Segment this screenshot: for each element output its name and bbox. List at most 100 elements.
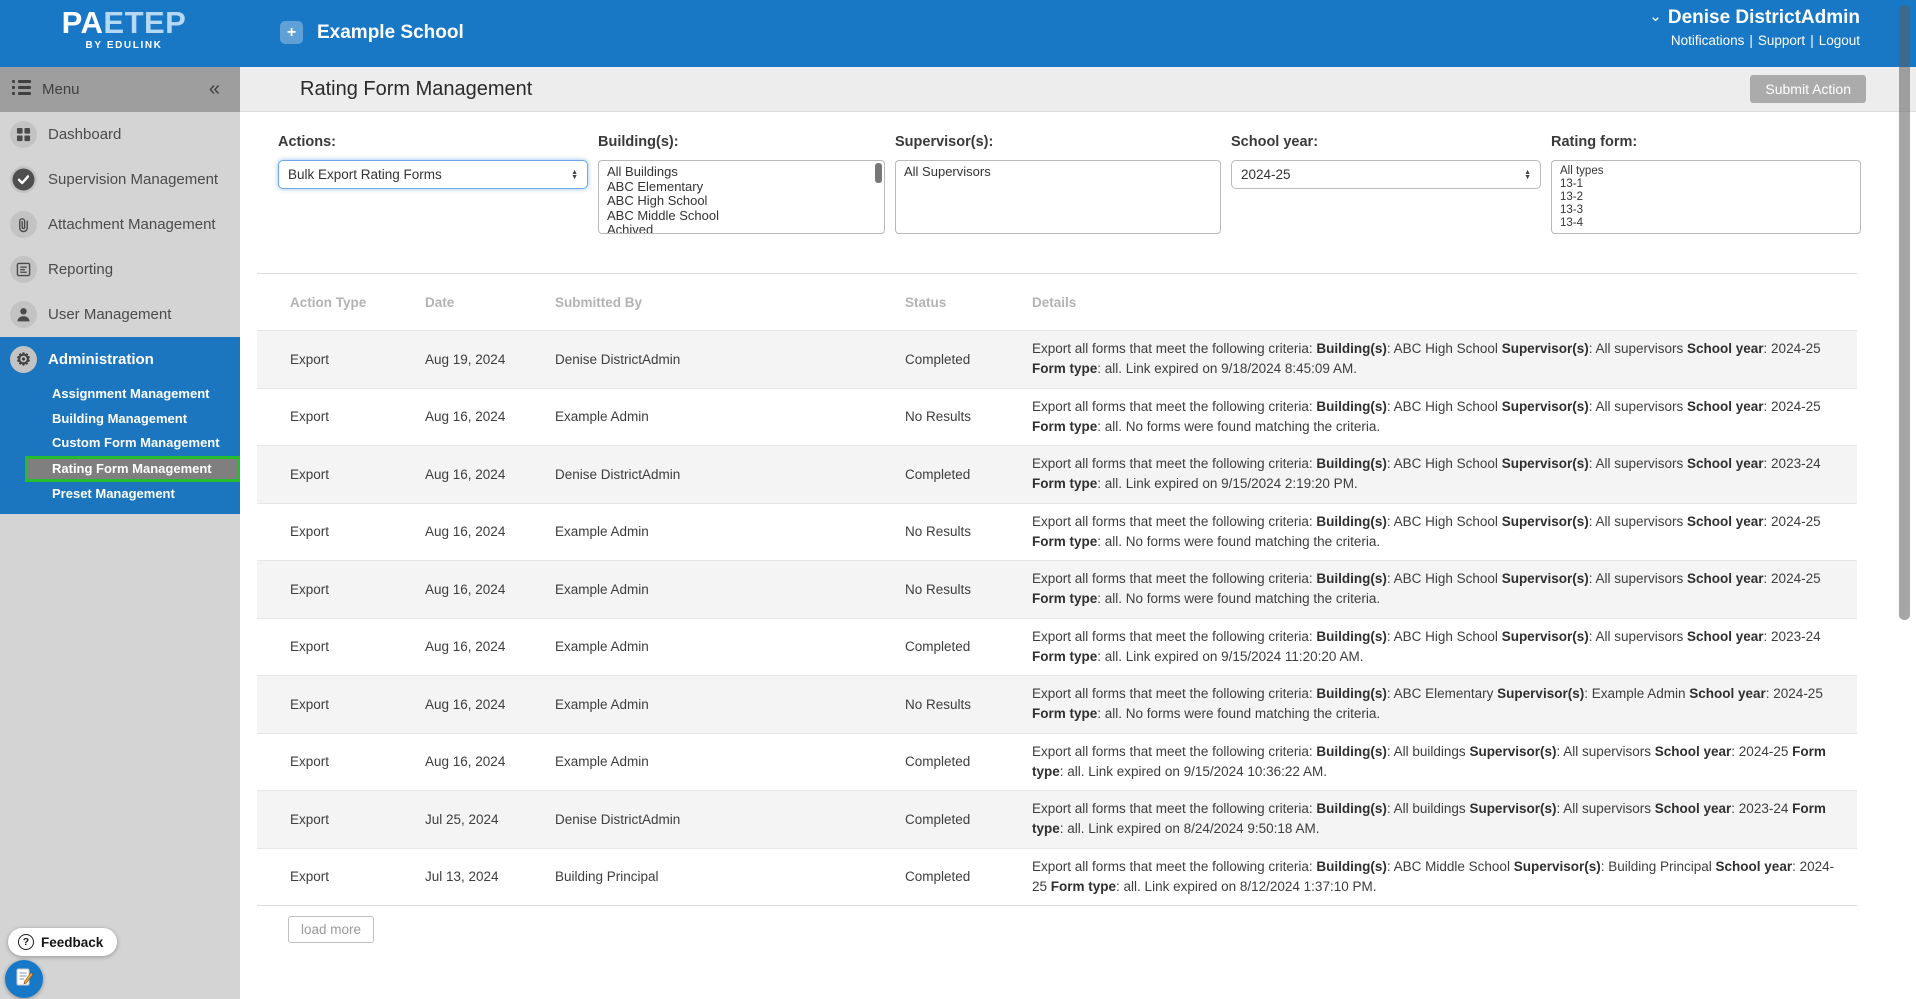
sidebar-item-label: Administration <box>48 351 154 368</box>
submit-action-button[interactable]: Submit Action <box>1750 75 1866 103</box>
cell-submitted-by: Denise DistrictAdmin <box>555 466 681 482</box>
sidebar-item-label: Supervision Management <box>48 171 219 188</box>
buildings-listbox[interactable]: All Buildings ABC Elementary ABC High Scho… <box>598 160 885 234</box>
buildings-label: Building(s): <box>598 134 679 150</box>
filter-rating-form: Rating form: All types 13-1 13-2 13-3 13-4 <box>1551 134 1861 234</box>
select-arrows-icon: ▲ ▼ <box>571 168 578 181</box>
school-year-label: School year: <box>1231 134 1319 150</box>
report-icon <box>10 256 37 283</box>
admin-subitem-rating-form-management[interactable]: Rating Form Management <box>25 455 240 482</box>
link-separator: | <box>1810 33 1814 48</box>
sidebar-item-dashboard[interactable]: Dashboard <box>0 112 240 157</box>
admin-subitem-preset-management[interactable]: Preset Management <box>52 485 175 501</box>
sidebar-items: Dashboard Supervision Management Attachmen… <box>0 112 240 337</box>
filter-actions: Actions: Bulk Export Rating Forms ▲ ▼ <box>278 134 588 234</box>
feedback-button[interactable]: ? Feedback <box>8 928 118 956</box>
listbox-option[interactable]: Achived <box>607 222 654 234</box>
page-scrollbar-thumb[interactable] <box>1899 5 1910 620</box>
table-row: Export Aug 16, 2024 Example Admin No Result… <box>257 502 1857 561</box>
load-more-button[interactable]: load more <box>288 915 375 943</box>
cell-details: Export all forms that meet the following… <box>1032 456 1821 492</box>
cell-submitted-by: Building Principal <box>555 869 659 884</box>
filter-buildings: Building(s): All Buildings ABC Elementary… <box>598 134 885 234</box>
school-year-select[interactable]: 2024-25 ▲ ▼ <box>1231 160 1541 189</box>
filter-supervisors: Supervisor(s): All Supervisors <box>895 134 1221 234</box>
table-row: Export Aug 16, 2024 Example Admin No Result… <box>257 560 1857 618</box>
listbox-option[interactable]: All types <box>1560 165 1604 177</box>
listbox-option[interactable]: 13-1 <box>1560 178 1584 190</box>
cell-status: Completed <box>905 466 971 482</box>
feedback-widget-button[interactable] <box>5 960 43 998</box>
help-circle-icon: ? <box>18 934 34 950</box>
sidebar-item-user-management[interactable]: User Management <box>0 292 240 337</box>
table-row: Export Jul 25, 2024 Denise DistrictAdmin Co… <box>257 790 1857 848</box>
table-row: Export Aug 16, 2024 Example Admin No Result… <box>257 387 1857 446</box>
dashboard-icon <box>10 121 37 148</box>
sidebar-item-label: Attachment Management <box>48 216 216 233</box>
listbox-option[interactable]: 13-2 <box>1560 191 1584 203</box>
cell-status: No Results <box>905 524 972 540</box>
listbox-option[interactable]: 13-4 <box>1560 217 1584 229</box>
listbox-option[interactable]: ABC High School <box>607 193 708 209</box>
header-link-logout[interactable]: Logout <box>1818 33 1860 48</box>
sidebar-item-administration[interactable]: ⚙ Administration <box>0 337 240 382</box>
listbox-scrollbar-thumb[interactable] <box>875 163 882 183</box>
cell-action-type: Export <box>290 409 330 425</box>
table-header-row: Action Type Date Submitted By Status Details <box>257 273 1857 330</box>
feedback-label: Feedback <box>41 934 104 950</box>
column-header-details: Details <box>1032 294 1077 310</box>
header-link-support[interactable]: Support <box>1757 33 1806 48</box>
cell-action-type: Export <box>290 811 330 827</box>
cell-details: Export all forms that meet the following… <box>1032 628 1821 664</box>
user-name: Denise DistrictAdmin <box>1667 7 1860 28</box>
rating-form-label: Rating form: <box>1551 134 1638 150</box>
logo-byline: BY EDULINK <box>85 40 163 51</box>
header-links: Notifications | Support | Logout <box>1649 33 1860 48</box>
cell-action-type: Export <box>290 466 330 482</box>
cell-status: No Results <box>905 696 972 712</box>
rating-form-listbox[interactable]: All types 13-1 13-2 13-3 13-4 <box>1551 160 1861 234</box>
admin-subitem-custom-form-management[interactable]: Custom Form Management <box>52 435 220 450</box>
chevron-down-icon: ⌄ <box>1649 8 1662 25</box>
school-switcher[interactable]: + Example School <box>280 21 464 44</box>
user-menu-toggle[interactable]: ⌄ Denise DistrictAdmin <box>1649 7 1860 29</box>
admin-subitem-assignment-management[interactable]: Assignment Management <box>52 386 210 401</box>
select-arrows-icon: ▲ ▼ <box>1524 168 1531 181</box>
cell-date: Aug 16, 2024 <box>425 754 506 770</box>
listbox-option[interactable]: ABC Middle School <box>607 207 719 223</box>
main-content: Actions: Bulk Export Rating Forms ▲ ▼ Bui… <box>240 112 1916 999</box>
cell-action-type: Export <box>290 696 330 712</box>
supervisors-label: Supervisor(s): <box>895 134 994 150</box>
supervisors-listbox[interactable]: All Supervisors <box>895 160 1221 234</box>
cell-action-type: Export <box>290 581 330 597</box>
listbox-option[interactable]: ABC Elementary <box>607 178 704 194</box>
sidebar-item-attachment-management[interactable]: Attachment Management <box>0 202 240 247</box>
sidebar-item-label: Dashboard <box>48 126 122 143</box>
user-menu: ⌄ Denise DistrictAdmin Notifications | Supp… <box>1649 7 1860 48</box>
cell-date: Jul 25, 2024 <box>425 811 499 827</box>
sidebar-item-label: User Management <box>48 306 172 323</box>
cell-details: Export all forms that meet the following… <box>1032 513 1821 549</box>
note-pencil-icon <box>13 966 35 993</box>
listbox-option[interactable]: All Buildings <box>607 164 678 179</box>
cell-submitted-by: Example Admin <box>555 409 649 425</box>
paetep-logo: PAETEP BY EDULINK <box>56 6 192 52</box>
sidebar-item-supervision-management[interactable]: Supervision Management <box>0 157 240 202</box>
sidebar-item-reporting[interactable]: Reporting <box>0 247 240 292</box>
listbox-option[interactable]: All Supervisors <box>904 164 991 179</box>
header-link-notifications[interactable]: Notifications <box>1670 33 1745 48</box>
menu-label: Menu <box>42 81 80 98</box>
cell-action-type: Export <box>290 869 330 884</box>
actions-select[interactable]: Bulk Export Rating Forms ▲ ▼ <box>278 160 588 189</box>
sidebar-collapse-icon[interactable]: « <box>208 78 220 100</box>
cell-status: Completed <box>905 754 971 770</box>
cell-details: Export all forms that meet the following… <box>1032 571 1821 607</box>
column-header-submitted-by: Submitted By <box>555 294 643 310</box>
admin-subitem-building-management[interactable]: Building Management <box>52 410 188 426</box>
listbox-option[interactable]: 13-3 <box>1560 204 1584 216</box>
add-school-icon[interactable]: + <box>280 21 303 44</box>
cell-date: Jul 13, 2024 <box>425 869 499 884</box>
actions-table: Action Type Date Submitted By Status Details… <box>257 273 1857 943</box>
title-bar: Rating Form Management Submit Action <box>240 67 1916 112</box>
column-header-status: Status <box>905 294 947 310</box>
